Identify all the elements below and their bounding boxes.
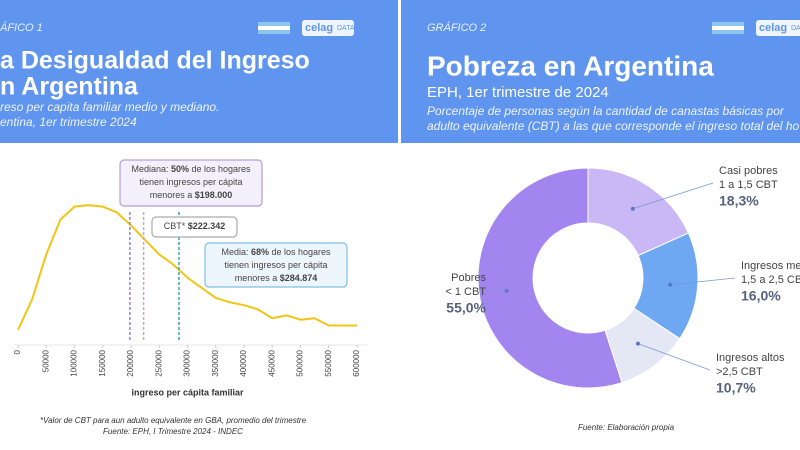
leader-line bbox=[493, 289, 507, 292]
flag-top bbox=[258, 22, 290, 26]
x-tick-label: 300000 bbox=[183, 349, 192, 376]
footnote: Fuente: EPH, I Trimestre 2024 - INDEC bbox=[103, 427, 243, 436]
leader-dot bbox=[635, 341, 640, 346]
x-tick-label: 550000 bbox=[324, 349, 333, 376]
x-axis-label: ingreso per cápita familiar bbox=[131, 387, 244, 397]
header-title: n Argentina bbox=[0, 73, 139, 101]
x-tick-label: 350000 bbox=[211, 349, 220, 376]
logo-text: DATA bbox=[337, 25, 355, 32]
annotation-text: tienen ingresos per cápita bbox=[139, 177, 242, 187]
annotation-text: CBT* $222.342 bbox=[164, 221, 226, 231]
logo-text: celag bbox=[759, 22, 787, 34]
annotation-part: 68% bbox=[251, 247, 269, 257]
panel-poverty: GRÁFICO 2 Pobreza en Argentina EPH, 1er tr… bbox=[401, 0, 800, 432]
header-title: Pobreza en Argentina bbox=[427, 50, 714, 81]
leader-line bbox=[670, 277, 736, 286]
flag-mid bbox=[712, 26, 744, 30]
flag-bottom bbox=[712, 30, 744, 34]
annotation-part: de los hogares bbox=[189, 164, 251, 174]
x-tick-label: 200000 bbox=[126, 349, 135, 376]
segment-name: Ingresos altos bbox=[716, 352, 785, 364]
logo-badge bbox=[302, 20, 354, 36]
segment-name: Casi pobres bbox=[719, 165, 778, 177]
flag-mid bbox=[258, 26, 290, 30]
leader-dot bbox=[630, 206, 635, 211]
annotation-part: Mediana: bbox=[131, 164, 171, 174]
x-tick-label: 500000 bbox=[296, 349, 305, 376]
annotation-part: CBT* bbox=[164, 221, 188, 231]
x-tick-label: 600000 bbox=[352, 349, 361, 376]
leader-dot bbox=[668, 282, 673, 287]
segment-value: 18,3% bbox=[719, 193, 759, 209]
header-description: reso per capita familiar medio y mediano… bbox=[0, 100, 219, 114]
header-description: Porcentaje de personas según la cantidad… bbox=[427, 104, 785, 118]
annotation-box bbox=[204, 242, 348, 288]
logo-text: DATA bbox=[791, 25, 800, 32]
segment-sublabel: >2,5 CBT bbox=[716, 366, 763, 378]
logo: celag DATA bbox=[258, 20, 355, 36]
footnote: Fuente: Elaboración propia bbox=[578, 423, 675, 432]
segment-sublabel: 1 a 1,5 CBT bbox=[719, 179, 778, 191]
annotation-part: Media: bbox=[221, 247, 251, 257]
annotation-text: Mediana: 50% de los hogares bbox=[131, 164, 251, 174]
segment-name: Ingresos me bbox=[741, 260, 800, 272]
annotation-part: menores a bbox=[235, 273, 280, 283]
annotation-text: tienen ingresos per cápita bbox=[224, 260, 327, 270]
logo-badge bbox=[756, 20, 800, 36]
donut-segment bbox=[477, 167, 623, 389]
leader-dot bbox=[504, 288, 509, 293]
marker-label: $284.874 bbox=[280, 273, 318, 283]
segment-value: 55,0% bbox=[446, 300, 486, 316]
logo: celag DATA bbox=[712, 20, 800, 36]
annotation-text: menores a $284.874 bbox=[235, 273, 318, 283]
annotation-part: menores a bbox=[150, 190, 195, 200]
kicker: GRÁFICO 2 bbox=[427, 21, 486, 34]
footnote: *Valor de CBT para aun adulto equivalent… bbox=[40, 416, 307, 425]
segment-value: 16,0% bbox=[741, 288, 781, 304]
segment-name: Pobres bbox=[451, 272, 486, 284]
annotation-part: de los hogares bbox=[269, 247, 331, 257]
x-tick-label: 400000 bbox=[239, 349, 248, 376]
annotation-part: tienen ingresos per cápita bbox=[139, 177, 242, 187]
marker-label: $222.342 bbox=[188, 221, 226, 231]
leader-line bbox=[637, 343, 711, 371]
x-tick-label: 100000 bbox=[70, 349, 79, 376]
segment-sublabel: < 1 CBT bbox=[445, 286, 486, 298]
leader-line bbox=[632, 182, 714, 210]
annotation-part: tienen ingresos per cápita bbox=[224, 260, 327, 270]
segment-value: 10,7% bbox=[716, 380, 756, 396]
annotation-text: menores a $198.000 bbox=[150, 190, 233, 200]
annotation-box bbox=[119, 159, 263, 207]
flag-top bbox=[712, 22, 744, 26]
annotation-part: 50% bbox=[171, 164, 189, 174]
logo-text: celag bbox=[305, 22, 333, 34]
header-description: adulto equivalente (CBT) a las que corre… bbox=[427, 119, 800, 133]
x-tick-label: 150000 bbox=[98, 349, 107, 376]
kicker: ÁFICO 1 bbox=[0, 21, 43, 34]
flag-bottom bbox=[258, 30, 290, 34]
density-line bbox=[17, 204, 357, 331]
header-subtitle: EPH, 1er trimestre de 2024 bbox=[427, 84, 609, 101]
annotation-text: Media: 68% de los hogares bbox=[221, 247, 331, 257]
marker-label: $198.000 bbox=[195, 190, 233, 200]
x-tick-label: 450000 bbox=[267, 349, 276, 376]
header-description: entina, 1er trimestre 2024 bbox=[0, 115, 137, 129]
annotation-box bbox=[151, 216, 238, 238]
header-title: a Desigualdad del Ingreso bbox=[0, 47, 310, 75]
x-tick-label: 50000 bbox=[41, 349, 50, 372]
segment-sublabel: 1,5 a 2,5 CBT bbox=[741, 274, 800, 286]
x-tick-label: 250000 bbox=[154, 349, 163, 376]
x-tick-label: 0 bbox=[13, 349, 22, 354]
